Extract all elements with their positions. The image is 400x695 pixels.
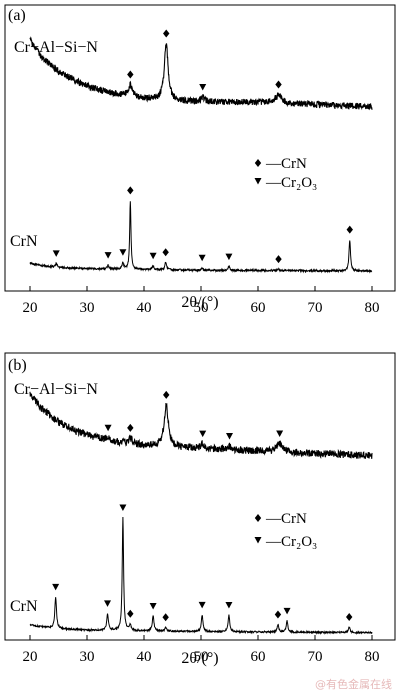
cr2o3-peak-marker: [226, 433, 233, 440]
xrd-trace-cralsin: [29, 36, 373, 111]
cr2o3-peak-marker: [283, 607, 291, 615]
crn-peak-marker: [162, 248, 169, 257]
watermark-text: @有色金属在线: [315, 678, 392, 691]
cr2o3-peak-marker: [276, 430, 284, 437]
crn-peak-marker: [163, 29, 170, 38]
chart-panel-a: (a) 20 30 40 50 60 70 80 2θ/(°) Cr−Al−Si−N CrN —CrN…: [4, 4, 396, 316]
legend-diamond-icon: [254, 159, 262, 167]
crn-peak-marker: [274, 610, 282, 619]
series-label: CrN: [10, 233, 38, 250]
xrd-trace-crn: [29, 201, 373, 274]
crn-peak-marker: [127, 70, 134, 79]
x-tick-label: 30: [80, 300, 95, 316]
series-label: Cr−Al−Si−N: [14, 39, 98, 56]
crn-peak-marker: [275, 255, 282, 264]
x-tick-label: 80: [365, 300, 380, 316]
cr2o3-peak-marker: [149, 252, 157, 260]
x-tick-label: 80: [365, 649, 380, 665]
cr2o3-peak-marker: [198, 601, 206, 609]
legend-cr2o3-label: —Cr₂O₃: [265, 175, 317, 191]
crn-peak-marker: [162, 613, 169, 622]
cr2o3-peak-marker: [198, 254, 206, 262]
x-tick-label: 40: [137, 649, 152, 665]
cr2o3-peak-marker: [104, 252, 112, 259]
cr2o3-peak-marker: [119, 504, 127, 512]
cr2o3-peak-marker: [119, 249, 127, 256]
cr2o3-peak-marker: [52, 583, 60, 591]
chart-panel-b: (b) 20 30 40 50 60 70 80 2θ/(°) Cr−Al−Si−N CrN —CrN…: [4, 352, 396, 667]
series-label: Cr−Al−Si−N: [14, 381, 98, 398]
legend-cr2o3-label: —Cr₂O₃: [265, 534, 317, 550]
legend-diamond-icon: [254, 514, 262, 522]
plot-frame: [4, 352, 396, 641]
x-tick-label: 50: [194, 649, 209, 665]
x-tick-label: 60: [251, 649, 266, 665]
x-tick-label: 20: [23, 300, 38, 316]
x-tick-label: 40: [137, 300, 152, 316]
cr2o3-peak-marker: [52, 250, 60, 257]
legend-crn-label: —CrN: [265, 511, 307, 527]
cr2o3-peak-marker: [104, 424, 112, 432]
cr2o3-peak-marker: [199, 430, 207, 438]
crn-peak-marker: [127, 609, 134, 618]
x-tick-label: 70: [308, 649, 323, 665]
panel-label: (b): [8, 357, 27, 374]
crn-peak-marker: [346, 612, 353, 621]
crn-peak-marker: [127, 423, 134, 432]
x-tick-label: 60: [251, 300, 266, 316]
crn-peak-marker: [127, 186, 134, 195]
legend-triangle-icon: [254, 178, 262, 185]
cr2o3-peak-marker: [199, 83, 207, 91]
cr2o3-peak-marker: [225, 253, 233, 261]
cr2o3-peak-marker: [104, 600, 112, 607]
legend: —CrN —Cr₂O₃: [254, 156, 317, 191]
legend-triangle-icon: [254, 537, 262, 544]
cr2o3-peak-marker: [149, 603, 157, 610]
legend-crn-label: —CrN: [265, 156, 307, 172]
crn-peak-marker: [163, 390, 170, 399]
xrd-trace-cralsin: [29, 391, 373, 459]
panel-label: (a): [8, 7, 26, 24]
x-tick-label: 30: [80, 649, 95, 665]
x-tick-label: 50: [194, 300, 209, 316]
legend: —CrN —Cr₂O₃: [254, 511, 317, 550]
cr2o3-peak-marker: [225, 602, 233, 609]
x-axis-label: 2θ/(°): [181, 294, 218, 311]
plot-frame: [4, 4, 396, 292]
xrd-trace-crn: [29, 517, 373, 635]
x-axis-label: 2θ/(°): [181, 650, 218, 667]
series-label: CrN: [10, 598, 38, 615]
x-tick-label: 70: [308, 300, 323, 316]
x-tick-label: 20: [23, 649, 38, 665]
crn-peak-marker: [346, 225, 353, 234]
crn-peak-marker: [275, 80, 282, 89]
